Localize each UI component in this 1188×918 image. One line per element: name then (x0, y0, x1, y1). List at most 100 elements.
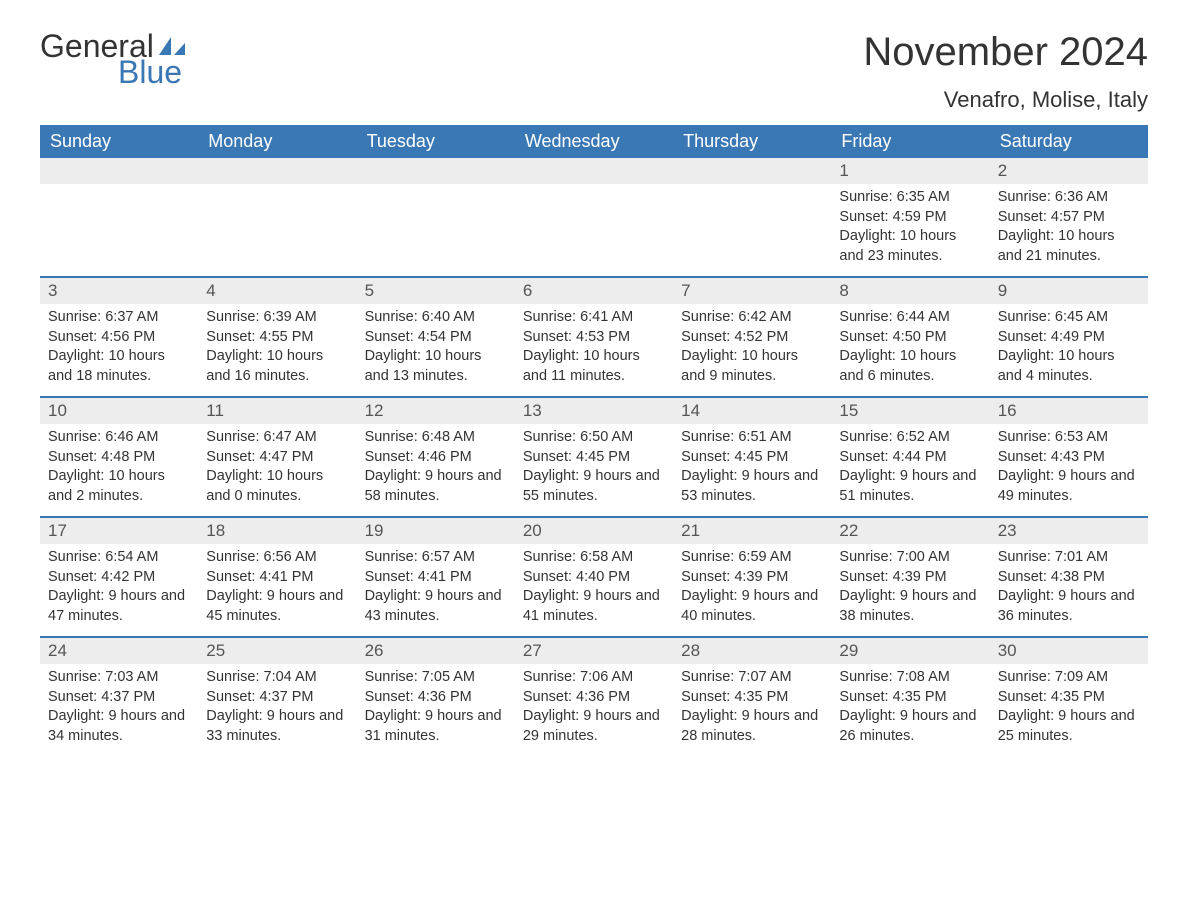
calendar-cell: 11Sunrise: 6:47 AMSunset: 4:47 PMDayligh… (198, 398, 356, 516)
daylight-line: Daylight: 10 hours and 16 minutes. (206, 347, 348, 386)
day-number: 13 (515, 398, 673, 424)
day-number: 8 (831, 278, 989, 304)
daylight-line: Daylight: 10 hours and 2 minutes. (48, 467, 190, 506)
calendar-cell: 15Sunrise: 6:52 AMSunset: 4:44 PMDayligh… (831, 398, 989, 516)
day-number: 6 (515, 278, 673, 304)
sunrise-line: Sunrise: 6:51 AM (681, 428, 823, 448)
calendar-cell: 14Sunrise: 6:51 AMSunset: 4:45 PMDayligh… (673, 398, 831, 516)
sunrise-line: Sunrise: 6:46 AM (48, 428, 190, 448)
day-body: Sunrise: 7:05 AMSunset: 4:36 PMDaylight:… (357, 664, 515, 754)
day-number (198, 158, 356, 184)
day-body: Sunrise: 6:58 AMSunset: 4:40 PMDaylight:… (515, 544, 673, 634)
day-body: Sunrise: 7:01 AMSunset: 4:38 PMDaylight:… (990, 544, 1148, 634)
sunrise-line: Sunrise: 6:44 AM (839, 308, 981, 328)
daylight-line: Daylight: 9 hours and 45 minutes. (206, 587, 348, 626)
sunset-line: Sunset: 4:53 PM (523, 328, 665, 348)
day-number: 11 (198, 398, 356, 424)
daylight-line: Daylight: 9 hours and 40 minutes. (681, 587, 823, 626)
daylight-line: Daylight: 9 hours and 41 minutes. (523, 587, 665, 626)
day-body: Sunrise: 6:57 AMSunset: 4:41 PMDaylight:… (357, 544, 515, 634)
calendar-cell: 9Sunrise: 6:45 AMSunset: 4:49 PMDaylight… (990, 278, 1148, 396)
sunset-line: Sunset: 4:35 PM (839, 688, 981, 708)
day-header: Monday (198, 125, 356, 158)
day-header-row: Sunday Monday Tuesday Wednesday Thursday… (40, 125, 1148, 158)
day-body: Sunrise: 6:45 AMSunset: 4:49 PMDaylight:… (990, 304, 1148, 394)
sunset-line: Sunset: 4:39 PM (839, 568, 981, 588)
sunrise-line: Sunrise: 6:57 AM (365, 548, 507, 568)
sunset-line: Sunset: 4:49 PM (998, 328, 1140, 348)
daylight-line: Daylight: 9 hours and 53 minutes. (681, 467, 823, 506)
sunset-line: Sunset: 4:39 PM (681, 568, 823, 588)
calendar-cell: 25Sunrise: 7:04 AMSunset: 4:37 PMDayligh… (198, 638, 356, 756)
day-number: 7 (673, 278, 831, 304)
sunset-line: Sunset: 4:50 PM (839, 328, 981, 348)
day-number: 18 (198, 518, 356, 544)
sunrise-line: Sunrise: 6:47 AM (206, 428, 348, 448)
sunrise-line: Sunrise: 6:50 AM (523, 428, 665, 448)
day-number (673, 158, 831, 184)
logo-text-blue: Blue (118, 56, 187, 88)
daylight-line: Daylight: 9 hours and 58 minutes. (365, 467, 507, 506)
day-number: 20 (515, 518, 673, 544)
calendar-cell: 1Sunrise: 6:35 AMSunset: 4:59 PMDaylight… (831, 158, 989, 276)
day-number (40, 158, 198, 184)
sunset-line: Sunset: 4:47 PM (206, 448, 348, 468)
day-body: Sunrise: 6:56 AMSunset: 4:41 PMDaylight:… (198, 544, 356, 634)
day-body: Sunrise: 6:41 AMSunset: 4:53 PMDaylight:… (515, 304, 673, 394)
sunset-line: Sunset: 4:36 PM (523, 688, 665, 708)
sunrise-line: Sunrise: 7:04 AM (206, 668, 348, 688)
day-body: Sunrise: 6:54 AMSunset: 4:42 PMDaylight:… (40, 544, 198, 634)
sunrise-line: Sunrise: 7:06 AM (523, 668, 665, 688)
sunrise-line: Sunrise: 6:41 AM (523, 308, 665, 328)
daylight-line: Daylight: 9 hours and 49 minutes. (998, 467, 1140, 506)
calendar-cell: 23Sunrise: 7:01 AMSunset: 4:38 PMDayligh… (990, 518, 1148, 636)
daylight-line: Daylight: 9 hours and 38 minutes. (839, 587, 981, 626)
sunrise-line: Sunrise: 6:36 AM (998, 188, 1140, 208)
calendar-cell: 17Sunrise: 6:54 AMSunset: 4:42 PMDayligh… (40, 518, 198, 636)
day-number: 14 (673, 398, 831, 424)
calendar-cell: 6Sunrise: 6:41 AMSunset: 4:53 PMDaylight… (515, 278, 673, 396)
calendar-week: 24Sunrise: 7:03 AMSunset: 4:37 PMDayligh… (40, 636, 1148, 756)
day-body: Sunrise: 7:07 AMSunset: 4:35 PMDaylight:… (673, 664, 831, 754)
sunset-line: Sunset: 4:56 PM (48, 328, 190, 348)
day-body: Sunrise: 6:35 AMSunset: 4:59 PMDaylight:… (831, 184, 989, 274)
daylight-line: Daylight: 9 hours and 28 minutes. (681, 707, 823, 746)
day-number: 16 (990, 398, 1148, 424)
calendar-cell: 29Sunrise: 7:08 AMSunset: 4:35 PMDayligh… (831, 638, 989, 756)
calendar-cell (515, 158, 673, 276)
sunrise-line: Sunrise: 6:37 AM (48, 308, 190, 328)
day-body: Sunrise: 6:37 AMSunset: 4:56 PMDaylight:… (40, 304, 198, 394)
day-body: Sunrise: 6:52 AMSunset: 4:44 PMDaylight:… (831, 424, 989, 514)
day-number: 4 (198, 278, 356, 304)
day-header: Tuesday (357, 125, 515, 158)
calendar-cell: 27Sunrise: 7:06 AMSunset: 4:36 PMDayligh… (515, 638, 673, 756)
calendar-cell: 12Sunrise: 6:48 AMSunset: 4:46 PMDayligh… (357, 398, 515, 516)
daylight-line: Daylight: 9 hours and 26 minutes. (839, 707, 981, 746)
calendar-cell: 22Sunrise: 7:00 AMSunset: 4:39 PMDayligh… (831, 518, 989, 636)
calendar-week: 1Sunrise: 6:35 AMSunset: 4:59 PMDaylight… (40, 158, 1148, 276)
sunset-line: Sunset: 4:41 PM (206, 568, 348, 588)
daylight-line: Daylight: 9 hours and 43 minutes. (365, 587, 507, 626)
sunset-line: Sunset: 4:35 PM (681, 688, 823, 708)
weeks-container: 1Sunrise: 6:35 AMSunset: 4:59 PMDaylight… (40, 158, 1148, 756)
day-number: 27 (515, 638, 673, 664)
daylight-line: Daylight: 9 hours and 31 minutes. (365, 707, 507, 746)
day-body: Sunrise: 7:09 AMSunset: 4:35 PMDaylight:… (990, 664, 1148, 754)
calendar-cell: 19Sunrise: 6:57 AMSunset: 4:41 PMDayligh… (357, 518, 515, 636)
sunset-line: Sunset: 4:43 PM (998, 448, 1140, 468)
day-number: 3 (40, 278, 198, 304)
day-body: Sunrise: 7:00 AMSunset: 4:39 PMDaylight:… (831, 544, 989, 634)
sunset-line: Sunset: 4:46 PM (365, 448, 507, 468)
sunrise-line: Sunrise: 6:40 AM (365, 308, 507, 328)
day-number: 19 (357, 518, 515, 544)
daylight-line: Daylight: 10 hours and 13 minutes. (365, 347, 507, 386)
sunrise-line: Sunrise: 6:35 AM (839, 188, 981, 208)
calendar-cell: 4Sunrise: 6:39 AMSunset: 4:55 PMDaylight… (198, 278, 356, 396)
day-number: 17 (40, 518, 198, 544)
day-body: Sunrise: 6:51 AMSunset: 4:45 PMDaylight:… (673, 424, 831, 514)
day-body: Sunrise: 7:08 AMSunset: 4:35 PMDaylight:… (831, 664, 989, 754)
daylight-line: Daylight: 10 hours and 23 minutes. (839, 227, 981, 266)
day-header: Saturday (990, 125, 1148, 158)
sunrise-line: Sunrise: 6:56 AM (206, 548, 348, 568)
day-number: 1 (831, 158, 989, 184)
